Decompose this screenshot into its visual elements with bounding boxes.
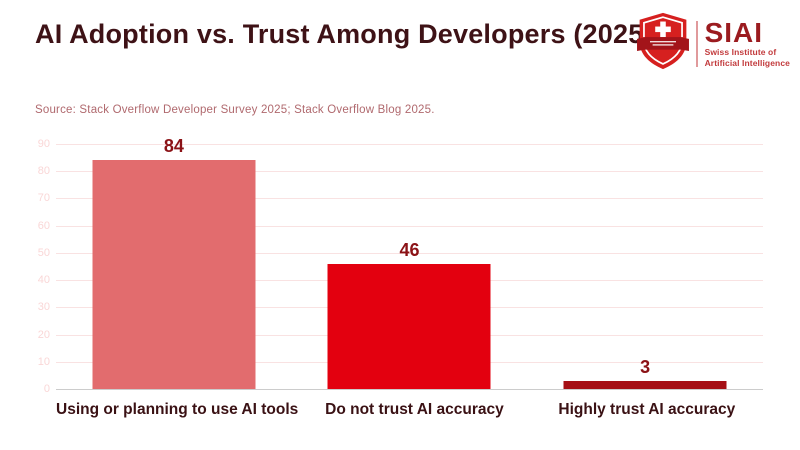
- category-row: Using or planning to use AI tools Do not …: [56, 398, 763, 422]
- gridline: [56, 225, 763, 227]
- logo-subtitle-line1: Swiss Institute of: [704, 47, 777, 57]
- logo-divider: [695, 20, 698, 67]
- gridline: [56, 252, 763, 254]
- y-tick-label: 0: [43, 383, 50, 395]
- siai-shield-swiss-cross-icon: [636, 12, 689, 75]
- y-tick-label: 40: [37, 274, 50, 287]
- gridline: [56, 144, 763, 145]
- y-tick-label: 80: [37, 165, 50, 178]
- bar-slot: 84: [56, 136, 292, 389]
- y-tick-label: 50: [37, 246, 50, 259]
- bar-slot: 46: [292, 144, 528, 389]
- y-tick-label: 70: [37, 192, 50, 205]
- source-caption: Source: Stack Overflow Developer Survey …: [35, 104, 435, 116]
- plot-area: 0 10 20 30 40 50 60 70 80 90 84 46 3: [38, 136, 763, 395]
- category-label: Using or planning to use AI tools: [56, 401, 299, 418]
- logo-subtitle-line2: Artificial Intelligence: [704, 57, 790, 68]
- bar-2: [327, 263, 491, 389]
- siai-logo: SIAI Swiss Institute of Artificial Intel…: [636, 12, 790, 75]
- category-label: Highly trust AI accuracy: [558, 401, 736, 418]
- logo-brand-text: SIAI: [704, 17, 764, 48]
- bar-slot: 3: [527, 144, 763, 389]
- y-tick-label: 90: [37, 138, 50, 150]
- gridline: [56, 198, 763, 200]
- x-axis-line: [56, 389, 763, 390]
- y-tick-label: 30: [37, 301, 50, 314]
- bar-value-label: 3: [640, 356, 651, 377]
- page-title: AI Adoption vs. Trust Among Developers (…: [35, 19, 653, 49]
- bar-3: [563, 380, 727, 389]
- y-tick-label: 20: [37, 328, 50, 341]
- bar-1: [92, 160, 256, 389]
- bar-value-label: 46: [399, 239, 420, 260]
- y-tick-label: 10: [37, 355, 50, 368]
- y-tick-label: 60: [37, 219, 50, 232]
- gridline: [56, 171, 763, 173]
- bar-value-label: 84: [163, 136, 184, 157]
- category-label: Do not trust AI accuracy: [325, 401, 504, 418]
